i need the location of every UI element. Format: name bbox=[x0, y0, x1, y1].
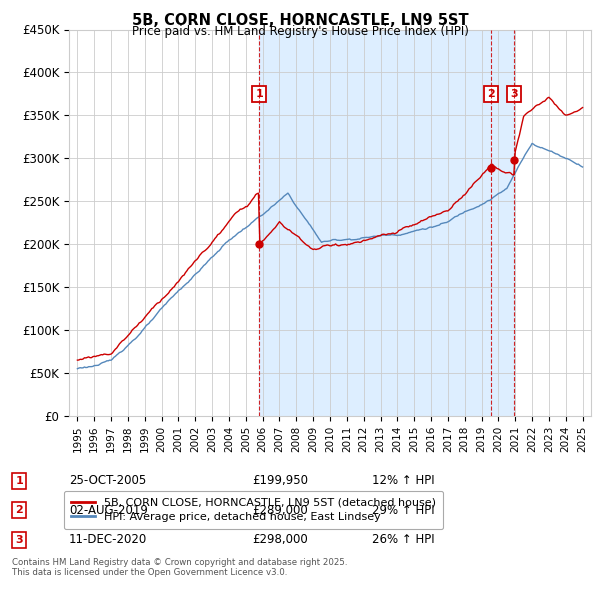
Text: 3: 3 bbox=[511, 89, 518, 99]
Text: £289,000: £289,000 bbox=[252, 504, 308, 517]
Text: 26% ↑ HPI: 26% ↑ HPI bbox=[372, 533, 434, 546]
Text: £298,000: £298,000 bbox=[252, 533, 308, 546]
Bar bbox=[491, 30, 514, 416]
Text: £199,950: £199,950 bbox=[252, 474, 308, 487]
Legend: 5B, CORN CLOSE, HORNCASTLE, LN9 5ST (detached house), HPI: Average price, detach: 5B, CORN CLOSE, HORNCASTLE, LN9 5ST (det… bbox=[64, 491, 443, 529]
Text: 2: 2 bbox=[16, 506, 23, 515]
Bar bbox=[259, 30, 491, 416]
Text: 1: 1 bbox=[256, 89, 263, 99]
Text: Contains HM Land Registry data © Crown copyright and database right 2025.
This d: Contains HM Land Registry data © Crown c… bbox=[12, 558, 347, 577]
Text: 25-OCT-2005: 25-OCT-2005 bbox=[69, 474, 146, 487]
Text: 11-DEC-2020: 11-DEC-2020 bbox=[69, 533, 147, 546]
Text: 02-AUG-2019: 02-AUG-2019 bbox=[69, 504, 148, 517]
Text: 5B, CORN CLOSE, HORNCASTLE, LN9 5ST: 5B, CORN CLOSE, HORNCASTLE, LN9 5ST bbox=[131, 13, 469, 28]
Text: Price paid vs. HM Land Registry's House Price Index (HPI): Price paid vs. HM Land Registry's House … bbox=[131, 25, 469, 38]
Text: 12% ↑ HPI: 12% ↑ HPI bbox=[372, 474, 434, 487]
Text: 1: 1 bbox=[16, 476, 23, 486]
Text: 2: 2 bbox=[487, 89, 495, 99]
Text: 29% ↑ HPI: 29% ↑ HPI bbox=[372, 504, 434, 517]
Text: 3: 3 bbox=[16, 535, 23, 545]
